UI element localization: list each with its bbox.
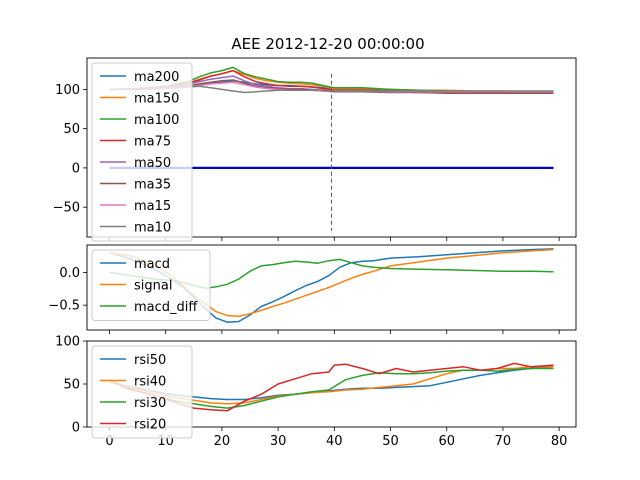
legend-label-ma75: ma75 [134, 135, 171, 150]
legend-label-ma150: ma150 [134, 92, 179, 107]
ma-ytick-label: 50 [63, 122, 80, 137]
legend-label-signal: signal [134, 279, 172, 294]
rsi-xtick-label: 50 [382, 434, 399, 449]
legend-label-macd_diff: macd_diff [134, 300, 198, 315]
legend-label-rsi50: rsi50 [134, 353, 166, 368]
rsi-xtick-label: 30 [270, 434, 287, 449]
macd-axes-frame [86, 244, 577, 331]
ma-axes-frame [86, 57, 577, 238]
rsi-legend: rsi50 rsi40 rsi30 rsi20 [91, 345, 193, 439]
macd-legend-box [91, 249, 211, 321]
macd-ytick-label: 0.0 [59, 266, 80, 281]
legend-label-macd: macd [134, 257, 170, 272]
macd-ytick-label: −0.5 [48, 299, 80, 314]
rsi-legend-box [91, 345, 193, 439]
ma-ytick-label: 100 [55, 83, 80, 98]
legend-label-ma200: ma200 [134, 70, 179, 85]
ma-legend-box [91, 62, 193, 242]
rsi-xtick-label: 40 [326, 434, 343, 449]
rsi-ytick-label: 0 [72, 421, 80, 436]
macd-legend: macd signal macd_diff [91, 249, 211, 321]
macd-panel: −0.5 0.0 macd signal macd_diff [48, 244, 577, 334]
legend-label-ma15: ma15 [134, 199, 171, 214]
legend-label-ma100: ma100 [134, 113, 179, 128]
legend-label-rsi30: rsi30 [134, 396, 166, 411]
ma-panel: −50 0 50 100 ma200 ma150 ma100 ma75 ma50 ma35 ma15… [53, 57, 577, 242]
ma-series-ma150 [109, 69, 554, 93]
chart-title: AEE 2012-12-20 00:00:00 [231, 35, 424, 53]
rsi-xtick-label: 80 [551, 434, 568, 449]
ma-series-ma35 [109, 79, 554, 95]
ma-series-ma10 [109, 85, 554, 94]
legend-label-ma10: ma10 [134, 221, 171, 236]
rsi-ytick-label: 50 [63, 378, 80, 393]
legend-label-ma50: ma50 [134, 156, 171, 171]
legend-label-rsi20: rsi20 [134, 418, 166, 433]
ma-ytick-label: 0 [72, 161, 80, 176]
legend-label-rsi40: rsi40 [134, 375, 166, 390]
rsi-xtick-label: 20 [214, 434, 231, 449]
rsi-xtick-label: 0 [105, 434, 113, 449]
ma-ytick-label: −50 [53, 201, 80, 216]
rsi-ytick-label: 100 [55, 335, 80, 350]
ma-legend: ma200 ma150 ma100 ma75 ma50 ma35 ma15 ma10 [91, 62, 193, 242]
ma-plot-area [109, 66, 554, 231]
legend-label-ma35: ma35 [134, 178, 171, 193]
rsi-xtick-label: 60 [438, 434, 455, 449]
rsi-xtick-label: 70 [495, 434, 512, 449]
